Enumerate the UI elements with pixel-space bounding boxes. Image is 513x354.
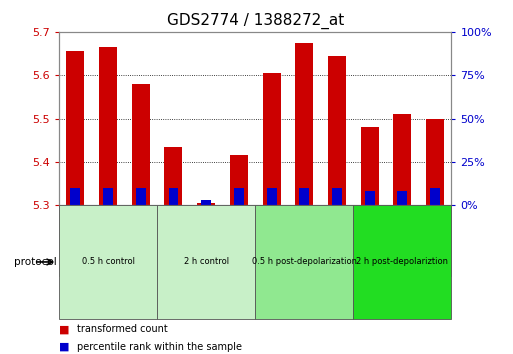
Text: 2 h control: 2 h control [184, 257, 229, 267]
Text: GSM101759: GSM101759 [430, 218, 440, 264]
Bar [426, 119, 444, 205]
Bar [157, 205, 255, 319]
Text: GSM101751: GSM101751 [202, 218, 211, 264]
Bar [70, 188, 81, 205]
Bar [295, 43, 313, 205]
Bar [267, 188, 277, 205]
Bar [157, 205, 190, 276]
Bar [288, 205, 321, 276]
Text: 2 h post-depolariztion: 2 h post-depolariztion [357, 257, 448, 267]
Bar [255, 205, 353, 319]
Bar [190, 205, 223, 276]
Title: GDS2774 / 1388272_at: GDS2774 / 1388272_at [167, 13, 344, 29]
Bar [197, 203, 215, 205]
Text: GSM101747: GSM101747 [71, 218, 80, 264]
Bar [92, 205, 125, 276]
Text: 0.5 h post-depolarization: 0.5 h post-depolarization [252, 257, 357, 267]
Bar [353, 205, 451, 319]
Text: GSM101752: GSM101752 [234, 218, 243, 264]
Bar [419, 205, 451, 276]
Bar [230, 155, 248, 205]
Text: percentile rank within the sample: percentile rank within the sample [77, 342, 242, 352]
Text: 0.5 h control: 0.5 h control [82, 257, 134, 267]
Bar [299, 188, 309, 205]
Text: GSM101753: GSM101753 [267, 218, 276, 264]
Bar [165, 147, 183, 205]
Bar [328, 56, 346, 205]
Bar [386, 205, 419, 276]
Text: GSM101748: GSM101748 [104, 218, 112, 264]
Text: transformed count: transformed count [77, 324, 168, 334]
Bar [59, 205, 92, 276]
Text: ■: ■ [59, 342, 69, 352]
Bar [223, 205, 255, 276]
Bar [361, 127, 379, 205]
Bar [321, 205, 353, 276]
Bar [124, 205, 157, 276]
Text: protocol: protocol [14, 257, 56, 267]
Text: GSM101756: GSM101756 [365, 218, 374, 264]
Bar [201, 200, 211, 205]
Bar [132, 84, 150, 205]
Bar [66, 51, 84, 205]
Bar [234, 188, 244, 205]
Text: GSM101749: GSM101749 [136, 218, 145, 264]
Bar [136, 188, 146, 205]
Bar [103, 188, 113, 205]
Text: GSM101757: GSM101757 [398, 218, 407, 264]
Text: GSM101755: GSM101755 [332, 218, 342, 264]
Bar [398, 192, 407, 205]
Bar [263, 73, 281, 205]
Bar [332, 188, 342, 205]
Bar [59, 205, 157, 319]
Bar [353, 205, 386, 276]
Text: GSM101754: GSM101754 [300, 218, 309, 264]
Bar [255, 205, 288, 276]
Text: GSM101750: GSM101750 [169, 218, 178, 264]
Bar [430, 188, 440, 205]
Text: ■: ■ [59, 324, 69, 334]
Bar [393, 114, 411, 205]
Bar [99, 47, 117, 205]
Bar [168, 188, 179, 205]
Bar [365, 192, 374, 205]
